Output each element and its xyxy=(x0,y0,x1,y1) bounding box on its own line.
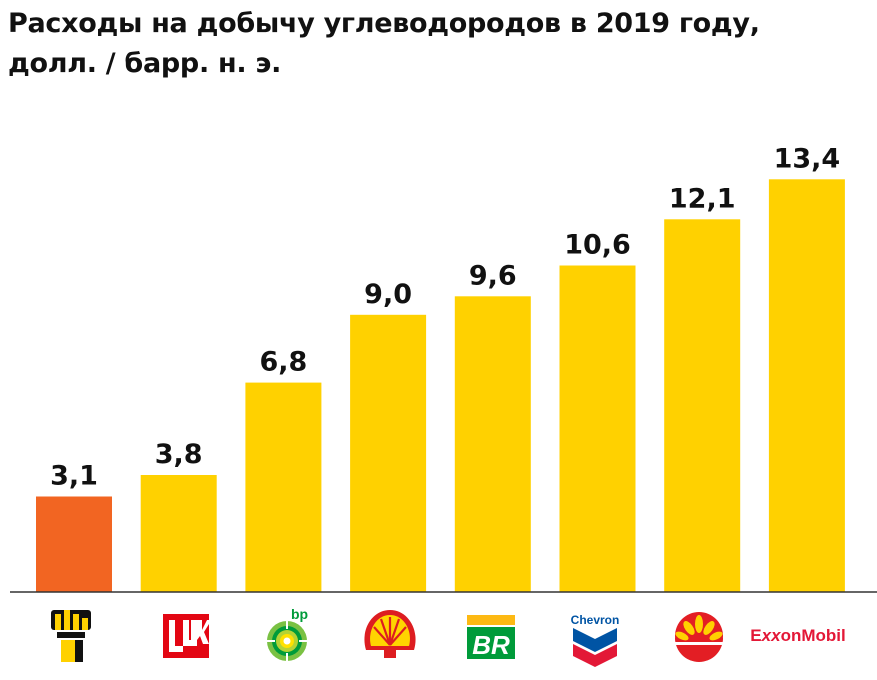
bar-5 xyxy=(454,296,531,592)
shell-logo-icon xyxy=(364,610,416,658)
bar-4 xyxy=(350,314,427,592)
exxonmobil-logo-icon: ExxonMobil xyxy=(750,626,845,645)
bar-6 xyxy=(559,265,636,592)
petrobras-logo-icon: BR xyxy=(467,615,515,660)
chart-title: Расходы на добычу углеводородов в 2019 г… xyxy=(8,8,760,39)
bar-1 xyxy=(36,496,112,592)
bp-logo-icon: bp xyxy=(267,606,308,661)
chart-subtitle: долл. / барр. н. э. xyxy=(8,48,282,79)
bar-2 xyxy=(140,475,217,592)
value-label-7: 12,1 xyxy=(669,183,736,214)
bars-group xyxy=(36,179,845,593)
value-label-4: 9,0 xyxy=(364,279,412,310)
bar-7 xyxy=(664,219,741,593)
rosneft-logo-icon xyxy=(51,610,91,662)
cnpc-logo-icon xyxy=(675,612,723,662)
value-label-3: 6,8 xyxy=(259,347,307,378)
bar-3 xyxy=(245,382,322,592)
value-label-6: 10,6 xyxy=(564,230,631,261)
value-label-5: 9,6 xyxy=(469,260,517,291)
value-label-8: 13,4 xyxy=(774,143,841,174)
petrobras-logo-text: BR xyxy=(472,630,510,660)
exxonmobil-logo-text: ExxonMobil xyxy=(750,626,845,645)
bp-logo-text: bp xyxy=(291,606,308,622)
bar-8 xyxy=(768,179,845,593)
value-label-1: 3,1 xyxy=(50,461,98,492)
chevron-logo-icon: Chevron xyxy=(571,613,620,667)
chevron-logo-text: Chevron xyxy=(571,613,620,627)
lukoil-logo-icon xyxy=(163,614,209,658)
chart-title-block: Расходы на добычу углеводородов в 2019 г… xyxy=(8,4,868,84)
value-label-2: 3,8 xyxy=(155,439,203,470)
value-labels-group: 3,1 3,8 6,8 9,0 9,6 10,6 12,1 13,4 xyxy=(50,143,840,491)
